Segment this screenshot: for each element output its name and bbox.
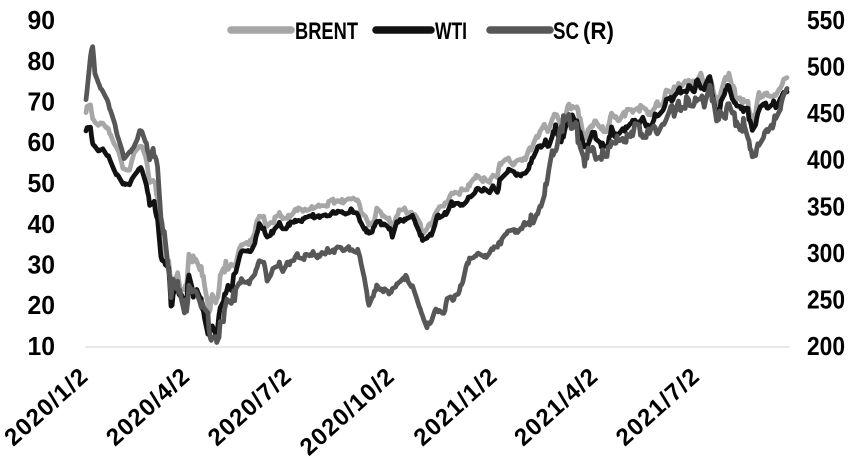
svg-text:350: 350 [807, 191, 845, 221]
svg-text:(R): (R) [583, 18, 614, 45]
svg-text:WTI: WTI [435, 18, 467, 45]
svg-text:60: 60 [28, 127, 56, 157]
svg-text:550: 550 [807, 5, 845, 35]
svg-text:10: 10 [28, 331, 56, 361]
svg-text:400: 400 [807, 145, 845, 175]
svg-text:90: 90 [28, 5, 56, 35]
svg-text:450: 450 [807, 98, 845, 128]
svg-text:300: 300 [807, 238, 845, 268]
svg-text:20: 20 [28, 290, 56, 320]
svg-text:30: 30 [28, 250, 56, 280]
svg-text:80: 80 [28, 46, 56, 76]
svg-text:SC: SC [553, 18, 579, 45]
svg-text:BRENT: BRENT [295, 18, 358, 45]
svg-text:500: 500 [807, 52, 845, 82]
svg-text:40: 40 [28, 209, 56, 239]
svg-text:250: 250 [807, 284, 845, 314]
svg-text:200: 200 [807, 331, 845, 361]
svg-text:50: 50 [28, 168, 56, 198]
svg-text:70: 70 [28, 87, 56, 117]
